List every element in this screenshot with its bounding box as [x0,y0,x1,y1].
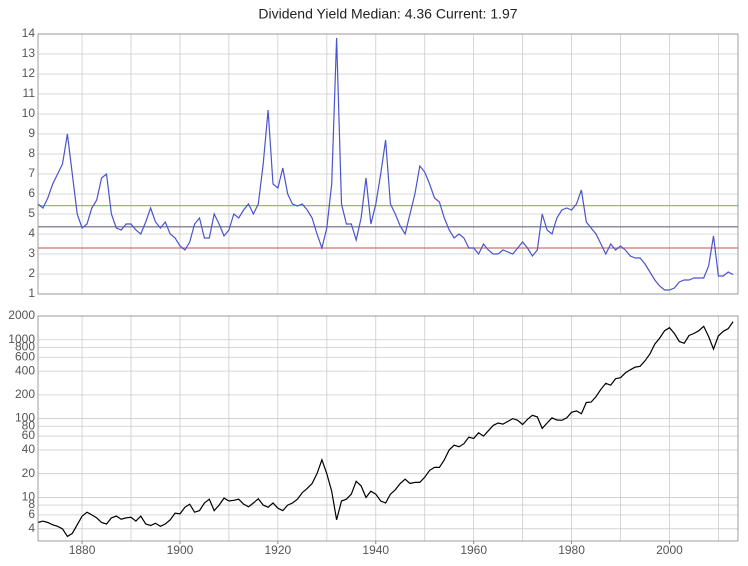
y-tick-label: 2 [28,266,35,280]
x-tick-label: 1880 [69,543,96,557]
y-tick-label: 10 [22,106,36,120]
y-tick-label: 100 [15,411,35,425]
y-tick-label: 11 [23,86,36,100]
x-tick-label: 1980 [558,543,585,557]
y-tick-label: 600 [15,349,35,363]
y-tick-label: 80 [22,418,36,432]
y-tick-label: 800 [15,340,35,354]
y-tick-label: 200 [15,387,35,401]
x-tick-label: 1900 [167,543,194,557]
y-tick-label: 10 [22,490,36,504]
y-tick-label: 3 [28,246,35,260]
y-tick-label: 13 [22,46,36,60]
plot-frame [37,33,739,295]
y-tick-label: 9 [28,126,35,140]
y-tick-label: 6 [28,507,35,521]
y-tick-label: 7 [28,166,35,180]
y-tick-label: 14 [22,26,36,40]
y-tick-label: 6 [28,186,35,200]
x-tick-label: 1960 [460,543,487,557]
x-tick-label: 2000 [656,543,683,557]
data-line [37,321,734,538]
x-tick-label: 1940 [362,543,389,557]
chart-title: Dividend Yield Median: 4.36 Current: 1.9… [258,6,517,22]
y-tick-label: 12 [22,66,36,80]
x-tick-label: 1920 [265,543,292,557]
plot-frame [37,315,739,542]
y-tick-label: 8 [28,146,35,160]
y-tick-label: 40 [22,442,36,456]
y-tick-label: 1 [28,286,35,300]
y-tick-label: 4 [28,521,35,535]
y-tick-label: 2000 [8,308,35,322]
y-tick-label: 1000 [8,332,35,346]
y-tick-label: 5 [28,206,35,220]
y-tick-label: 60 [22,428,36,442]
data-line [37,37,734,291]
y-tick-label: 400 [15,363,35,377]
y-tick-label: 8 [28,497,35,511]
y-tick-label: 4 [28,226,35,240]
y-tick-label: 20 [22,466,36,480]
